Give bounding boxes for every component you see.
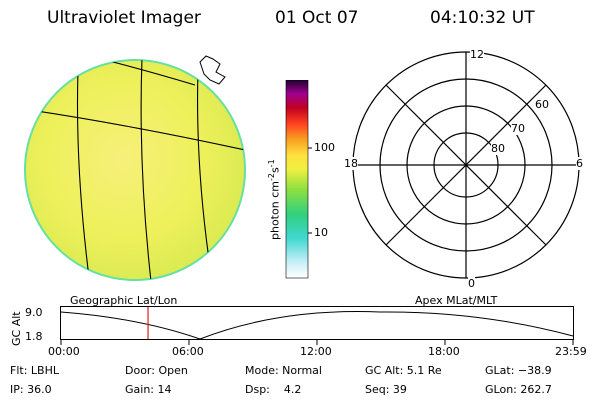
colorbar-unit-label: photon cm-2s-1 — [267, 159, 282, 240]
glon-status: GLon: 262.7 — [485, 383, 552, 396]
x-tick-label: 12:00 — [300, 345, 332, 358]
date-label: 01 Oct 07 — [275, 8, 359, 28]
x-tick-label: 00:00 — [48, 345, 80, 358]
colorbar — [285, 80, 312, 279]
x-tick-label: 06:00 — [172, 345, 204, 358]
lat-label-70: 70 — [511, 122, 525, 135]
gc-alt-max: 9.0 — [25, 306, 43, 319]
x-tick-label: 18:00 — [428, 345, 460, 358]
x-tick-label: 23:59 — [555, 345, 587, 358]
lat-label-60: 60 — [535, 98, 549, 111]
geographic-label: Geographic Lat/Lon — [70, 294, 178, 307]
lat-label-80: 80 — [491, 142, 505, 155]
earth-disk — [24, 59, 246, 281]
gain-status: Gain: 14 — [125, 383, 172, 396]
parallel-line — [29, 109, 245, 151]
mode-status: Mode: Normal — [245, 364, 322, 377]
gc-alt-axis-label: GC Alt — [10, 311, 23, 346]
meridian-line — [140, 60, 153, 280]
glat-status: GLat: −38.9 — [485, 364, 552, 377]
landmass-outline — [199, 55, 226, 85]
colorbar-gradient — [285, 80, 309, 279]
orbit-altitude-plot — [60, 306, 574, 345]
colorbar-tick-label-100: 100 — [314, 141, 335, 154]
orbit-plot-frame — [60, 306, 574, 340]
polar-diagonal — [385, 84, 547, 246]
meridian-line — [76, 69, 91, 280]
dsp-status: Dsp: 4.2 — [245, 383, 302, 396]
altitude-curve — [60, 311, 574, 340]
gc-alt-min: 1.8 — [25, 330, 43, 343]
polar-plot — [352, 51, 580, 279]
gc-alt-status: GC Alt: 5.1 Re — [365, 364, 442, 377]
mlt-label-0: 0 — [468, 277, 475, 290]
colorbar-tick-label-10: 10 — [314, 226, 328, 239]
time-label: 04:10:32 UT — [430, 8, 535, 28]
earth-image — [24, 55, 246, 281]
mlt-label-12: 12 — [470, 48, 484, 61]
mlt-label-6: 6 — [576, 157, 583, 170]
seq-status: Seq: 39 — [365, 383, 407, 396]
door-status: Door: Open — [125, 364, 188, 377]
apex-label: Apex MLat/MLT — [415, 294, 498, 307]
filter-status: Flt: LBHL — [10, 364, 59, 377]
ip-status: IP: 36.0 — [10, 383, 52, 396]
mlt-label-18: 18 — [344, 157, 358, 170]
instrument-title: Ultraviolet Imager — [47, 8, 201, 28]
